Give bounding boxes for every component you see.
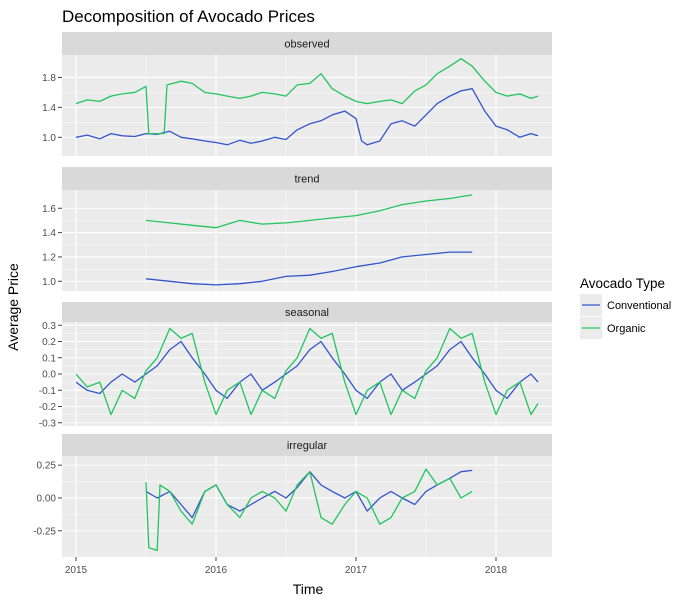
y-tick-label: 1.0 <box>42 277 56 288</box>
y-tick-label: 1.4 <box>42 103 56 114</box>
y-tick-label: 1.0 <box>42 133 56 144</box>
y-tick-label: 0.3 <box>42 321 56 332</box>
y-tick-label: 0.0 <box>42 370 56 381</box>
y-tick-label: 0.1 <box>42 353 56 364</box>
y-tick-label: -0.1 <box>39 386 57 397</box>
x-tick-label: 2015 <box>65 565 88 576</box>
y-tick-label: 1.2 <box>42 252 56 263</box>
y-tick-label: -0.25 <box>33 526 56 537</box>
panel-bg-irregular <box>62 456 552 557</box>
y-tick-label: 1.8 <box>42 73 56 84</box>
y-tick-label: 0.25 <box>37 461 57 472</box>
y-tick-label: 1.4 <box>42 228 56 239</box>
x-axis: 2015 2016 2017 2018 <box>65 557 508 576</box>
y-tick-label: 0.00 <box>37 493 57 504</box>
y-axis-label: Average Price <box>5 263 21 351</box>
x-tick-label: 2018 <box>485 565 508 576</box>
x-axis-label: Time <box>293 581 324 597</box>
chart-title: Decomposition of Avocado Prices <box>62 7 315 26</box>
strip-bg-observed <box>62 32 552 55</box>
panel-bg-observed <box>62 55 552 156</box>
legend: Avocado Type Conventional Organic <box>580 276 671 339</box>
panel-bg-trend <box>62 190 552 291</box>
strip-label-trend: trend <box>294 174 319 186</box>
strip-bg-trend <box>62 167 552 190</box>
strip-bg-seasonal <box>62 302 552 322</box>
panel-observed: observed 1.0 1.4 1.8 <box>42 32 552 156</box>
y-tick-label: 1.6 <box>42 204 56 215</box>
strip-label-observed: observed <box>284 39 329 51</box>
y-tick-label: 0.2 <box>42 337 56 348</box>
series-line-observed-organic <box>75 58 539 135</box>
legend-title: Avocado Type <box>580 276 665 291</box>
legend-label-conventional: Conventional <box>607 300 671 312</box>
series-line-irregular-organic <box>145 468 473 552</box>
panel-trend: trend 1.0 1.2 1.4 1.6 <box>42 167 552 291</box>
legend-label-organic: Organic <box>607 323 646 335</box>
series-line-seasonal-conventional <box>75 340 539 400</box>
y-tick-label: -0.3 <box>39 418 57 429</box>
y-tick-label: -0.2 <box>39 402 57 413</box>
strip-label-seasonal: seasonal <box>285 307 329 319</box>
series-line-trend-organic <box>145 194 473 229</box>
x-tick-label: 2016 <box>205 565 228 576</box>
panel-seasonal: seasonal -0.3 -0.2 -0.1 0.0 0.1 0.2 0.3 <box>39 302 552 429</box>
strip-label-irregular: irregular <box>287 440 328 452</box>
strip-bg-irregular <box>62 434 552 456</box>
series-line-trend-conventional <box>145 251 473 286</box>
x-tick-label: 2017 <box>345 565 368 576</box>
series-line-seasonal-organic <box>75 327 539 416</box>
panel-irregular: irregular -0.25 0.00 0.25 <box>33 434 552 557</box>
